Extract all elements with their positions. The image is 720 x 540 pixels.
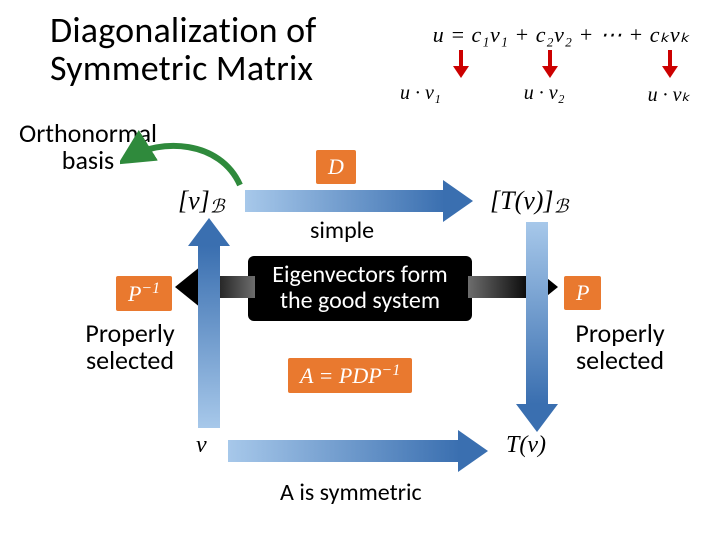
eig-line2: the good system	[280, 286, 440, 315]
properly-selected-right: Properly selected	[560, 320, 680, 375]
blue-arrow-down-right	[516, 222, 558, 432]
slide-title: Diagonalization of Symmetric Matrix	[50, 12, 316, 88]
dot-products-row: u · v₁ u · v₂ u · vₖ	[400, 82, 690, 107]
p-label: P	[576, 280, 589, 305]
v-in-B: [v]ℬ	[178, 186, 225, 219]
Tv-label: T(v)	[506, 432, 546, 459]
formula-u: u = c₁v₁ + c₂v₂ + ⋯ + cₖvₖ	[433, 22, 690, 48]
apdp-pill: A = PDP−1	[288, 358, 412, 393]
blue-arrow-top	[245, 180, 475, 222]
title-line2: Symmetric Matrix	[50, 46, 313, 90]
eig-line1: Eigenvectors form	[272, 260, 447, 289]
d-label: D	[328, 154, 344, 179]
eigenvectors-box: Eigenvectors form the good system	[248, 256, 472, 321]
v-label: v	[196, 432, 207, 459]
d-pill: D	[316, 150, 356, 184]
properly-selected-left: Properly selected	[70, 320, 190, 375]
dot-term-3: u · vₖ	[648, 82, 690, 107]
ortho-line2: basis	[62, 144, 114, 176]
Tv-in-B: [T(v)]ℬ	[490, 186, 568, 219]
p-inverse-pill: P−1	[116, 276, 172, 311]
blue-arrow-bottom	[228, 430, 490, 472]
dot-term-2: u · v₂	[524, 82, 565, 107]
dot-term-1: u · v₁	[400, 82, 441, 107]
blue-arrow-up-left	[188, 218, 230, 428]
p-pill: P	[564, 276, 601, 310]
a-is-symmetric-label: A is symmetric	[280, 478, 422, 507]
